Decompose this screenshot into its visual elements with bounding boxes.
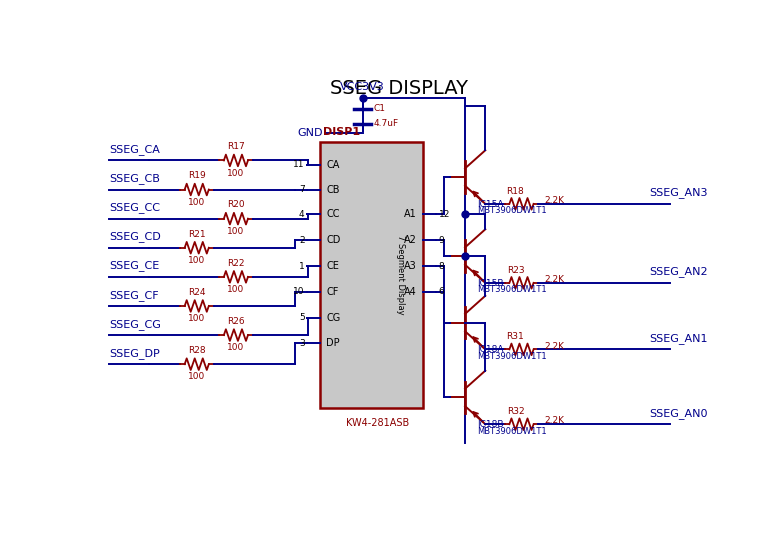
FancyBboxPatch shape bbox=[321, 141, 423, 408]
Text: 100: 100 bbox=[227, 168, 244, 178]
Text: IC18A: IC18A bbox=[477, 346, 503, 354]
Text: 8: 8 bbox=[439, 261, 444, 271]
Text: SSEG_AN3: SSEG_AN3 bbox=[649, 187, 707, 198]
Text: CD: CD bbox=[326, 235, 341, 245]
Text: IC15A: IC15A bbox=[477, 200, 503, 209]
Text: 4: 4 bbox=[299, 210, 305, 219]
Text: SSEG_AN2: SSEG_AN2 bbox=[649, 267, 707, 278]
Text: SSEG_CA: SSEG_CA bbox=[109, 144, 160, 155]
Text: IC18B: IC18B bbox=[477, 420, 503, 429]
Text: 100: 100 bbox=[188, 256, 205, 265]
Text: R20: R20 bbox=[227, 200, 245, 210]
Text: 2.2K: 2.2K bbox=[545, 416, 564, 426]
Text: SSEG_CE: SSEG_CE bbox=[109, 260, 159, 272]
Text: C1: C1 bbox=[373, 104, 385, 113]
Text: SSEG_CF: SSEG_CF bbox=[109, 289, 159, 301]
Text: SSEG_DP: SSEG_DP bbox=[109, 348, 160, 359]
Text: 2.2K: 2.2K bbox=[545, 196, 564, 205]
Text: R19: R19 bbox=[187, 171, 205, 180]
Text: 100: 100 bbox=[227, 343, 244, 353]
Text: 6: 6 bbox=[439, 287, 444, 296]
Text: 100: 100 bbox=[188, 198, 205, 207]
Text: IC15B: IC15B bbox=[477, 279, 503, 288]
Text: R26: R26 bbox=[227, 317, 245, 326]
Text: 3: 3 bbox=[299, 339, 305, 348]
Text: 2: 2 bbox=[299, 236, 305, 245]
Text: DISP1: DISP1 bbox=[324, 127, 360, 137]
Text: CF: CF bbox=[326, 287, 338, 297]
Text: 100: 100 bbox=[188, 373, 205, 381]
Text: CC: CC bbox=[326, 210, 340, 219]
Text: 7 Segment Display: 7 Segment Display bbox=[396, 235, 405, 315]
Text: A4: A4 bbox=[404, 287, 417, 297]
Text: 100: 100 bbox=[227, 227, 244, 236]
Text: VCC3V3: VCC3V3 bbox=[340, 82, 385, 92]
Text: R28: R28 bbox=[188, 346, 205, 355]
Text: A1: A1 bbox=[404, 210, 417, 219]
Text: SSEG_CB: SSEG_CB bbox=[109, 173, 160, 184]
Text: MBT3906DW1T1: MBT3906DW1T1 bbox=[477, 427, 547, 436]
Text: 9: 9 bbox=[439, 236, 444, 245]
Text: R22: R22 bbox=[227, 259, 244, 268]
Text: R31: R31 bbox=[506, 332, 524, 341]
Text: SSEG_AN1: SSEG_AN1 bbox=[649, 333, 707, 344]
Text: 10: 10 bbox=[293, 287, 305, 296]
Text: SSEG DISPLAY: SSEG DISPLAY bbox=[330, 79, 468, 98]
Text: CG: CG bbox=[326, 313, 341, 322]
Text: MBT3906DW1T1: MBT3906DW1T1 bbox=[477, 352, 547, 361]
Text: A3: A3 bbox=[404, 261, 417, 271]
Text: A2: A2 bbox=[404, 235, 417, 245]
Text: R24: R24 bbox=[188, 288, 205, 297]
Text: GND: GND bbox=[298, 129, 324, 138]
Text: MBT3906DW1T1: MBT3906DW1T1 bbox=[477, 285, 547, 294]
Text: KW4-281ASB: KW4-281ASB bbox=[346, 418, 409, 428]
Text: MBT3906DW1T1: MBT3906DW1T1 bbox=[477, 206, 547, 215]
Text: R18: R18 bbox=[506, 186, 524, 195]
Text: 4.7uF: 4.7uF bbox=[373, 119, 398, 128]
Text: R32: R32 bbox=[506, 407, 524, 416]
Text: CE: CE bbox=[326, 261, 339, 271]
Text: CB: CB bbox=[326, 185, 340, 194]
Text: 7: 7 bbox=[299, 185, 305, 194]
Text: R23: R23 bbox=[506, 266, 524, 274]
Text: 100: 100 bbox=[188, 314, 205, 323]
Text: R17: R17 bbox=[227, 142, 245, 151]
Text: 1: 1 bbox=[299, 261, 305, 271]
Text: SSEG_CG: SSEG_CG bbox=[109, 319, 161, 329]
Text: SSEG_AN0: SSEG_AN0 bbox=[649, 408, 707, 419]
Text: CA: CA bbox=[326, 160, 340, 170]
Text: DP: DP bbox=[326, 339, 340, 348]
Text: 2.2K: 2.2K bbox=[545, 275, 564, 284]
Text: 12: 12 bbox=[439, 210, 450, 219]
Text: 5: 5 bbox=[299, 313, 305, 322]
Text: R21: R21 bbox=[188, 230, 205, 239]
Text: 100: 100 bbox=[227, 285, 244, 294]
Text: 2.2K: 2.2K bbox=[545, 341, 564, 350]
Text: SSEG_CC: SSEG_CC bbox=[109, 202, 160, 213]
Text: SSEG_CD: SSEG_CD bbox=[109, 232, 161, 242]
Text: 11: 11 bbox=[293, 160, 305, 169]
